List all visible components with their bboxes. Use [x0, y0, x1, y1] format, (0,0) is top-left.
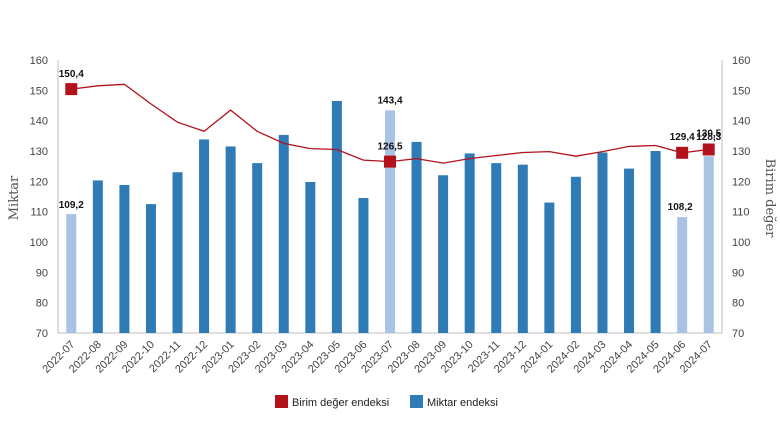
y-tick-right: 100	[732, 237, 750, 249]
bar-data-label: 128,3	[696, 132, 721, 143]
bar	[544, 202, 555, 333]
legend-swatch-miktar	[410, 395, 423, 408]
bar-data-label: 108,2	[668, 202, 693, 213]
bar	[677, 217, 688, 333]
line-marker	[702, 143, 715, 156]
bar	[624, 168, 635, 333]
line-data-label: 129,4	[670, 132, 695, 143]
bar	[252, 163, 263, 333]
bar	[491, 163, 502, 333]
y-tick-right: 90	[732, 267, 744, 279]
line-marker	[65, 83, 78, 96]
legend-label-miktar: Miktar endeksi	[427, 397, 498, 409]
bar	[305, 181, 316, 333]
bar	[517, 164, 528, 333]
y-axis-left-title: Miktar	[7, 175, 22, 220]
y-tick-right: 80	[732, 298, 744, 310]
y-tick-left: 150	[30, 85, 48, 97]
bar	[199, 139, 210, 333]
data-labels-layer: 150,4 126,5 129,4 130,5 109,2 143,4 108,2 128,3	[59, 69, 722, 213]
line-series-birim-deger	[65, 83, 715, 168]
bar-series-miktar	[66, 100, 714, 333]
bar-data-label: 143,4	[377, 95, 402, 106]
bar	[703, 156, 714, 333]
bar-data-label: 109,2	[59, 200, 84, 211]
y-tick-left: 140	[30, 116, 48, 128]
y-tick-right: 110	[732, 207, 750, 219]
y-tick-right: 140	[732, 116, 750, 128]
bar	[358, 198, 369, 333]
bar	[119, 184, 130, 333]
y-tick-left: 90	[36, 267, 48, 279]
legend: Birim değer endeksi Miktar endeksi	[275, 395, 498, 409]
y-tick-right: 130	[732, 146, 750, 158]
y-tick-right: 70	[732, 328, 744, 340]
line-marker	[384, 155, 396, 168]
line-marker	[676, 146, 689, 159]
bar	[66, 214, 77, 333]
bar	[278, 134, 289, 333]
bar	[225, 146, 236, 333]
bar	[438, 175, 449, 333]
y-tick-left: 80	[36, 298, 48, 310]
bar	[464, 153, 475, 333]
line-data-label: 126,5	[377, 142, 402, 153]
y-tick-left: 70	[36, 328, 48, 340]
bar	[650, 151, 661, 333]
y-tick-left: 120	[30, 176, 48, 188]
line-data-label: 130,5	[696, 128, 721, 139]
bar	[92, 180, 103, 333]
y-tick-left: 100	[30, 237, 48, 249]
bar	[331, 100, 342, 333]
legend-label-birim-deger: Birim değer endeksi	[292, 397, 389, 409]
bar	[145, 204, 156, 333]
line-data-label: 150,4	[59, 69, 84, 80]
y-tick-left: 130	[30, 146, 48, 158]
y-tick-left: 110	[30, 207, 48, 219]
bar	[597, 152, 608, 333]
y-tick-right: 120	[732, 176, 750, 188]
y-tick-right: 160	[732, 55, 750, 67]
legend-swatch-birim-deger	[275, 395, 288, 408]
bar	[172, 172, 183, 333]
bar	[411, 141, 422, 333]
bar	[385, 110, 395, 333]
y-axis-right-title: Birim değer	[762, 159, 777, 239]
y-tick-right: 150	[732, 85, 750, 97]
y-tick-left: 160	[30, 55, 48, 67]
bar	[570, 176, 581, 333]
